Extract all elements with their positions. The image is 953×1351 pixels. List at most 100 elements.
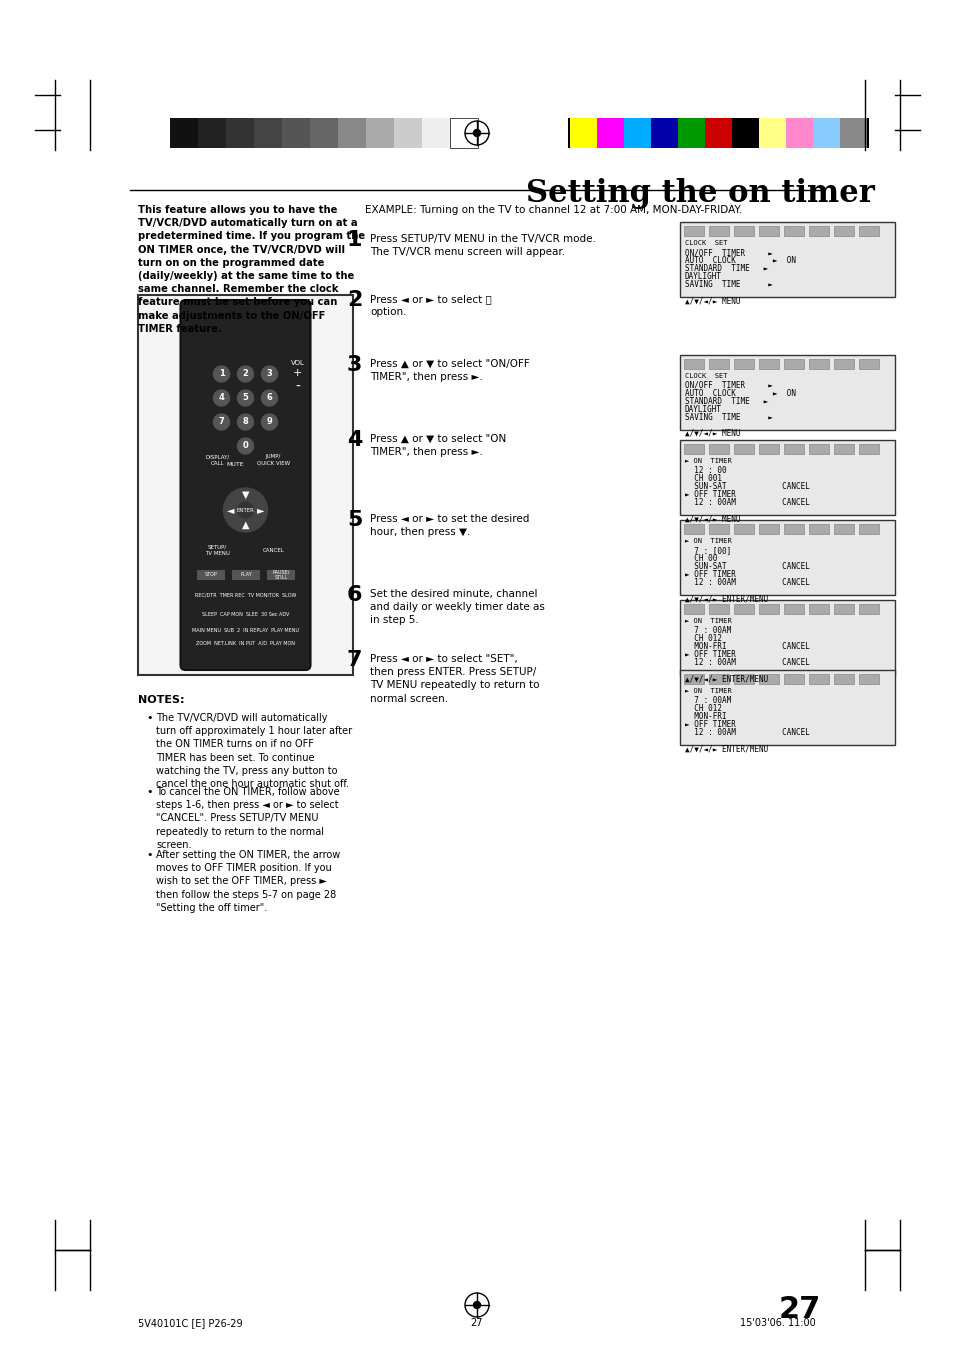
- Bar: [679, 600, 894, 676]
- Bar: [623, 118, 650, 149]
- Bar: [858, 604, 878, 613]
- Text: CH 00: CH 00: [684, 554, 717, 563]
- Text: REC/DTR  TMER REC  TV MONITOR  SLOW: REC/DTR TMER REC TV MONITOR SLOW: [194, 593, 295, 597]
- Text: ▼: ▼: [241, 490, 249, 500]
- Text: 4: 4: [218, 393, 224, 403]
- Bar: [759, 118, 785, 149]
- Bar: [733, 524, 753, 534]
- Text: 1: 1: [218, 370, 224, 378]
- Text: ▲/▼/◄/► ENTER/MENU: ▲/▼/◄/► ENTER/MENU: [684, 744, 767, 753]
- Bar: [733, 359, 753, 369]
- Bar: [833, 359, 853, 369]
- Text: 12 : 00AM          CANCEL: 12 : 00AM CANCEL: [684, 728, 809, 738]
- Bar: [783, 524, 803, 534]
- Text: CLOCK  SET: CLOCK SET: [684, 373, 727, 380]
- Circle shape: [261, 390, 277, 407]
- Bar: [858, 226, 878, 236]
- Bar: [569, 118, 597, 149]
- Circle shape: [237, 503, 253, 517]
- Text: ▲: ▲: [241, 520, 249, 530]
- Text: ► OFF TIMER: ► OFF TIMER: [684, 650, 735, 659]
- Circle shape: [213, 390, 230, 407]
- Bar: [198, 118, 226, 149]
- Bar: [812, 118, 840, 149]
- Bar: [567, 118, 868, 149]
- Text: 5: 5: [347, 509, 362, 530]
- Bar: [783, 226, 803, 236]
- Bar: [683, 604, 703, 613]
- Bar: [683, 674, 703, 684]
- Bar: [683, 444, 703, 454]
- Bar: [450, 118, 477, 149]
- Circle shape: [237, 413, 253, 430]
- Text: Set the desired minute, channel
and daily or weekly timer date as
in step 5.: Set the desired minute, channel and dail…: [370, 589, 544, 626]
- Bar: [759, 604, 779, 613]
- Bar: [366, 118, 394, 149]
- Bar: [337, 118, 366, 149]
- Text: ▲/▼/◄/► MENU: ▲/▼/◄/► MENU: [684, 513, 740, 523]
- Bar: [808, 604, 828, 613]
- Text: 15'03'06. 11:00: 15'03'06. 11:00: [740, 1319, 815, 1328]
- Text: 27: 27: [470, 1319, 483, 1328]
- Text: SETUP/
TV MENU: SETUP/ TV MENU: [205, 544, 230, 555]
- Bar: [679, 355, 894, 430]
- Text: Press ◄ or ► to select "SET",
then press ENTER. Press SETUP/
TV MENU repeatedly : Press ◄ or ► to select "SET", then press…: [370, 654, 539, 704]
- Text: CANCEL: CANCEL: [262, 547, 284, 553]
- Bar: [683, 359, 703, 369]
- Text: 27: 27: [778, 1296, 821, 1324]
- Bar: [708, 604, 728, 613]
- Text: This feature allows you to have the
TV/VCR/DVD automatically turn on at a
predet: This feature allows you to have the TV/V…: [138, 205, 365, 334]
- Bar: [679, 440, 894, 515]
- Text: ▲/▼/◄/► MENU: ▲/▼/◄/► MENU: [684, 296, 740, 305]
- Text: STANDARD  TIME   ►: STANDARD TIME ►: [684, 263, 767, 273]
- Bar: [708, 524, 728, 534]
- Text: JUMP/
QUICK VIEW: JUMP/ QUICK VIEW: [256, 454, 290, 466]
- Text: ► ON  TIMER: ► ON TIMER: [684, 617, 731, 624]
- Text: 8: 8: [242, 417, 248, 427]
- Bar: [783, 674, 803, 684]
- Bar: [840, 118, 866, 149]
- Circle shape: [237, 438, 253, 454]
- Bar: [597, 118, 623, 149]
- Text: Press ▲ or ▼ to select "ON
TIMER", then press ►.: Press ▲ or ▼ to select "ON TIMER", then …: [370, 434, 506, 457]
- Text: MAIN MENU  SUB  2  IN REPLAY  PLAY MENU: MAIN MENU SUB 2 IN REPLAY PLAY MENU: [192, 627, 298, 632]
- Circle shape: [473, 128, 480, 138]
- Text: 7: 7: [218, 417, 224, 427]
- Text: •: •: [146, 788, 152, 797]
- Bar: [858, 674, 878, 684]
- Text: PLAY: PLAY: [240, 573, 253, 577]
- Bar: [808, 359, 828, 369]
- Text: MON-FRI: MON-FRI: [684, 712, 726, 721]
- Bar: [858, 524, 878, 534]
- Bar: [708, 674, 728, 684]
- Bar: [170, 118, 198, 149]
- Text: Setting the on timer: Setting the on timer: [525, 178, 874, 209]
- Bar: [833, 604, 853, 613]
- Circle shape: [237, 390, 253, 407]
- Bar: [783, 444, 803, 454]
- Circle shape: [213, 413, 230, 430]
- Text: 1: 1: [347, 230, 362, 250]
- Bar: [759, 524, 779, 534]
- Bar: [708, 226, 728, 236]
- Text: ▲/▼/◄/► ENTER/MENU: ▲/▼/◄/► ENTER/MENU: [684, 594, 767, 603]
- Bar: [759, 674, 779, 684]
- Bar: [759, 226, 779, 236]
- Bar: [783, 604, 803, 613]
- Text: Press ◄ or ► to set the desired
hour, then press ▼.: Press ◄ or ► to set the desired hour, th…: [370, 513, 529, 538]
- Bar: [833, 674, 853, 684]
- Bar: [759, 359, 779, 369]
- Bar: [267, 570, 295, 580]
- Text: EXAMPLE: Turning on the TV to channel 12 at 7:00 AM, MON-DAY-FRIDAY.: EXAMPLE: Turning on the TV to channel 12…: [365, 205, 741, 215]
- Text: Press ▲ or ▼ to select "ON/OFF
TIMER", then press ►.: Press ▲ or ▼ to select "ON/OFF TIMER", t…: [370, 359, 529, 382]
- Text: MON-FRI            CANCEL: MON-FRI CANCEL: [684, 642, 809, 651]
- Bar: [679, 222, 894, 297]
- Text: •: •: [146, 850, 152, 861]
- Bar: [708, 359, 728, 369]
- Bar: [704, 118, 731, 149]
- Bar: [731, 118, 759, 149]
- Bar: [683, 524, 703, 534]
- Text: ON/OFF  TIMER     ►: ON/OFF TIMER ►: [684, 381, 772, 390]
- Bar: [808, 226, 828, 236]
- Text: PAUSE/
STILL: PAUSE/ STILL: [273, 570, 290, 581]
